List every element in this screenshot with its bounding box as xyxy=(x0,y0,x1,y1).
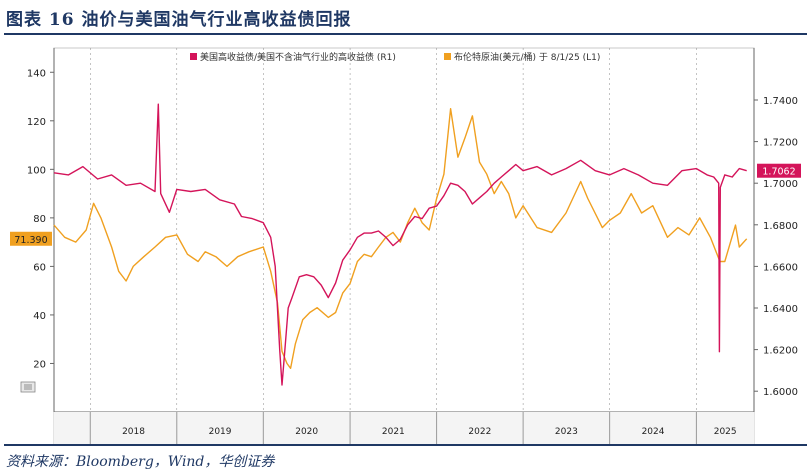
series-line-high-yield-ratio xyxy=(53,103,747,386)
left-tick-label: 80 xyxy=(33,214,46,225)
left-axis: 20 40 60 80 100 120 140 xyxy=(27,48,55,412)
x-tick-label: 2019 xyxy=(209,427,232,437)
chart-legend: 美国高收益债/美国不含油气行业的高收益债 (R1) 布伦特原油(美元/桶) 于 8… xyxy=(190,51,600,63)
left-tick-label: 120 xyxy=(27,117,46,128)
left-tick-label: 100 xyxy=(27,165,46,176)
x-tick-label: 2018 xyxy=(122,427,145,437)
x-tick-label: 2022 xyxy=(468,427,491,437)
series-line-brent xyxy=(53,108,748,369)
figure-title-bar: 图表 16 油价与美国油气行业高收益债回报 xyxy=(0,0,811,36)
x-tick-label: 2024 xyxy=(642,427,665,437)
right-tick-label: 1.6800 xyxy=(763,221,798,232)
right-tick-label: 1.6400 xyxy=(763,304,798,315)
left-last-value-tag xyxy=(10,231,52,246)
x-axis: 2018 2019 2020 2021 2022 2023 2024 2025 xyxy=(54,48,754,444)
right-last-value-tag xyxy=(757,163,801,178)
left-tick-label: 40 xyxy=(33,311,46,322)
legend-swatch xyxy=(444,53,451,60)
left-tick-label: 20 xyxy=(33,359,46,370)
x-axis-band xyxy=(54,412,754,444)
source-divider xyxy=(4,444,807,446)
right-tick-label: 1.6000 xyxy=(763,387,798,398)
left-tick-label: 140 xyxy=(27,68,46,79)
plot-area xyxy=(53,47,755,444)
figure-source: 资料来源：Bloomberg，Wind，华创证券 xyxy=(6,454,275,470)
legend-label: 布伦特原油(美元/桶) 于 8/1/25 (L1) xyxy=(454,51,600,63)
left-tick-label: 60 xyxy=(33,262,46,273)
right-tick-label: 1.7000 xyxy=(763,179,798,190)
right-tick-label: 1.6600 xyxy=(763,262,798,273)
x-tick-label: 2023 xyxy=(555,427,578,437)
legend-swatch xyxy=(190,53,197,60)
x-tick-label: 2021 xyxy=(382,427,405,437)
legend-label: 美国高收益债/美国不含油气行业的高收益债 (R1) xyxy=(200,51,396,63)
line-chart: 美国高收益债/美国不含油气行业的高收益债 (R1) 布伦特原油(美元/桶) 于 8… xyxy=(10,47,801,444)
x-tick-label: 2020 xyxy=(295,427,318,437)
right-tick-label: 1.7400 xyxy=(763,96,798,107)
last-value-tags: 1.7062 71.390 xyxy=(10,163,801,246)
right-axis: 1.6000 1.6200 1.6400 1.6600 1.6800 1.7000 1.72… xyxy=(753,48,798,412)
right-tick-label: 1.7200 xyxy=(763,138,798,149)
left-last-value-label: 71.390 xyxy=(14,235,47,246)
right-tick-label: 1.6200 xyxy=(763,346,798,357)
x-tick-label: 2025 xyxy=(714,427,737,437)
title-divider xyxy=(4,33,807,35)
figure-title: 图表 16 油价与美国油气行业高收益债回报 xyxy=(6,10,352,30)
right-last-value-label: 1.7062 xyxy=(762,167,795,178)
series-layer xyxy=(53,103,748,386)
chart-menu-icon[interactable] xyxy=(20,381,36,393)
